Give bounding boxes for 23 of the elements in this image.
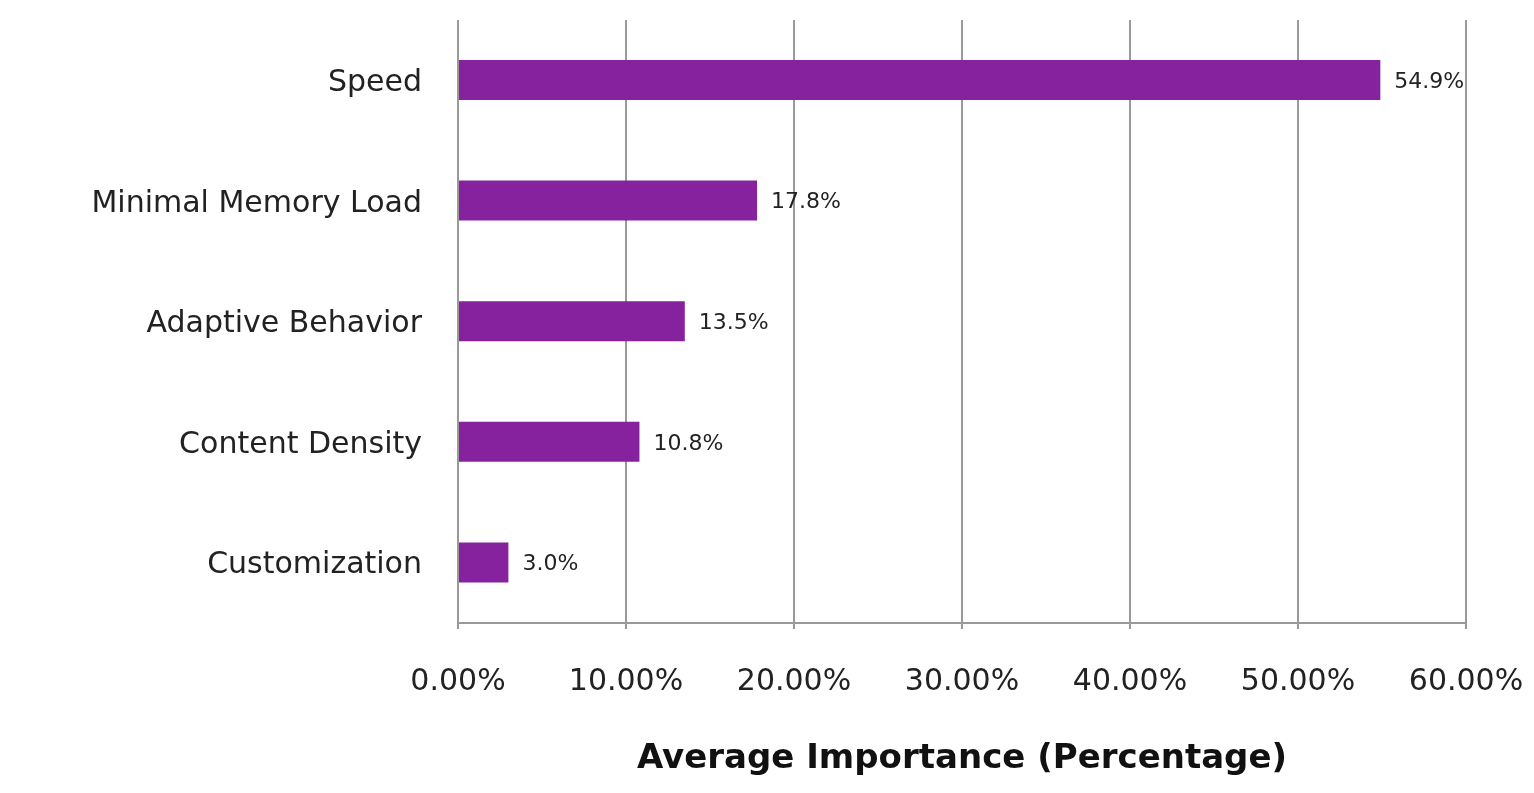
bar xyxy=(458,542,509,583)
x-tick-label: 10.00% xyxy=(568,662,684,698)
data-label: 17.8% xyxy=(771,188,841,214)
x-tick-label: 40.00% xyxy=(1072,662,1188,698)
y-tick-label: Minimal Memory Load xyxy=(91,183,422,219)
x-tick-label: 50.00% xyxy=(1240,662,1356,698)
data-label: 54.9% xyxy=(1394,67,1465,93)
bar xyxy=(458,180,758,221)
x-tick-label: 30.00% xyxy=(904,662,1020,698)
data-label: 10.8% xyxy=(653,429,724,455)
bar xyxy=(458,60,1381,100)
y-tick-label: Content Density xyxy=(179,424,422,460)
data-label: 13.5% xyxy=(698,309,769,335)
y-tick-label: Speed xyxy=(327,62,422,98)
x-tick-label: 20.00% xyxy=(736,662,852,698)
y-tick-label: Customization xyxy=(207,545,422,581)
bar xyxy=(458,301,685,342)
bar xyxy=(458,421,640,462)
x-axis-title: Average Importance (Percentage) xyxy=(636,736,1288,776)
x-tick-label: 0.00% xyxy=(410,662,506,698)
y-tick-label: Adaptive Behavior xyxy=(146,304,423,340)
x-tick-label: 60.00% xyxy=(1408,662,1524,698)
data-label: 3.0% xyxy=(522,550,579,576)
